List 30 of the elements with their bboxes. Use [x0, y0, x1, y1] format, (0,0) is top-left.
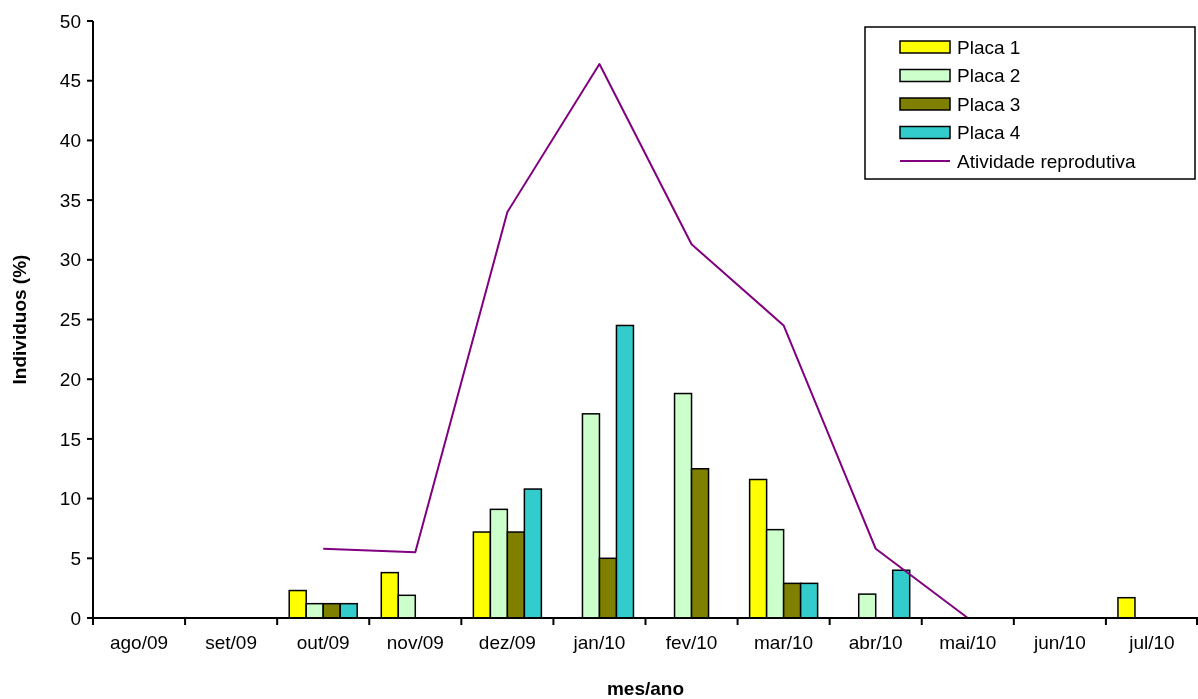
x-tick-label: set/09 [205, 632, 258, 653]
x-tick-label: dez/09 [478, 632, 536, 653]
y-tick-label: 15 [59, 428, 81, 450]
x-tick-label: out/09 [296, 632, 350, 653]
y-tick-label: 40 [59, 130, 81, 152]
y-tick-label: 35 [59, 189, 81, 211]
legend-label: Placa 3 [957, 93, 1021, 115]
x-tick-label: abr/10 [848, 632, 903, 653]
x-tick-label: fev/10 [665, 632, 718, 653]
x-tick-label: jan/10 [572, 632, 626, 653]
x-tick-label: mar/10 [754, 632, 814, 653]
y-tick-label: 30 [59, 249, 81, 271]
x-axis-title: mes/ano [606, 678, 685, 699]
y-tick-label: 10 [59, 488, 81, 510]
x-tick-label: ago/09 [109, 632, 169, 653]
x-tick-label: mai/10 [939, 632, 997, 653]
x-tick-label: jun/10 [1032, 632, 1086, 653]
y-tick-label: 0 [70, 607, 81, 629]
y-tick-label: 20 [59, 368, 81, 390]
y-tick-label: 25 [59, 309, 81, 331]
legend-label: Atividade reprodutiva [957, 150, 1136, 172]
legend-label: Placa 4 [957, 122, 1021, 144]
y-tick-label: 5 [70, 547, 81, 569]
y-tick-label: 50 [59, 10, 81, 32]
x-tick-label: jul/10 [1128, 632, 1175, 653]
x-tick-label: nov/09 [386, 632, 444, 653]
y-axis-title: Individuos (%) [9, 254, 30, 385]
y-tick-label: 45 [59, 70, 81, 92]
legend-label: Placa 2 [957, 65, 1021, 87]
legend-label: Placa 1 [957, 36, 1021, 58]
